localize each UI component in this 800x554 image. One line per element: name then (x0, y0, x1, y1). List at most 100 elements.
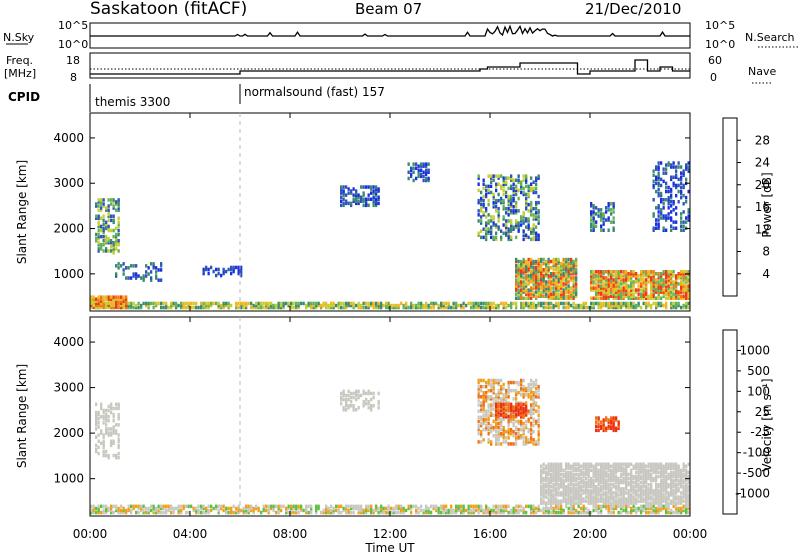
power-cell (620, 292, 623, 296)
power-cell (130, 303, 133, 308)
power-cell (502, 178, 505, 182)
velocity-cell (315, 508, 318, 513)
velocity-cell (512, 417, 515, 422)
power-cell (375, 197, 378, 201)
power-cell (605, 290, 608, 294)
velocity-cell (542, 468, 545, 473)
power-cell (520, 288, 523, 292)
power-cell (412, 178, 415, 183)
power-cell (612, 210, 615, 214)
power-cell (505, 231, 508, 235)
power-cell (377, 303, 380, 308)
velocity-cell (587, 493, 590, 497)
velocity-cell (160, 504, 163, 509)
velocity-cell (207, 510, 210, 515)
velocity-cell (662, 468, 665, 473)
velocity-cell (580, 506, 583, 511)
power-cell (340, 301, 343, 306)
power-cell (90, 297, 93, 301)
power-cell (372, 303, 375, 308)
power-cell (287, 303, 290, 308)
velocity-cell (582, 491, 585, 495)
power-cell (685, 303, 688, 308)
velocity-cell (512, 421, 515, 426)
velocity-cell (582, 499, 585, 503)
power-cell (537, 274, 540, 278)
power-cell (97, 295, 100, 299)
power-cell (312, 303, 315, 308)
power-cell (95, 297, 98, 301)
velocity-cell (537, 386, 540, 391)
power-cell (537, 265, 540, 270)
power-ytick-label: 3000 (53, 176, 84, 190)
velocity-cell (637, 499, 640, 503)
velocity-cell (125, 508, 128, 513)
velocity-cell (645, 485, 648, 489)
power-cell (607, 208, 610, 212)
velocity-cell (290, 508, 293, 513)
velocity-cell (517, 382, 520, 387)
velocity-cell (615, 487, 618, 491)
velocity-cell (572, 510, 575, 515)
velocity-cell (607, 510, 610, 515)
power-cell (590, 228, 593, 232)
velocity-cell (595, 476, 598, 481)
velocity-cell (670, 491, 673, 495)
velocity-cell (470, 508, 473, 513)
velocity-cell (607, 485, 610, 489)
velocity-cell (602, 476, 605, 481)
nave-tick-top: 60 (708, 54, 722, 67)
power-cell (502, 303, 505, 308)
power-cell (590, 305, 593, 310)
velocity-cell (325, 508, 328, 513)
power-cell (355, 303, 358, 308)
power-cell (527, 202, 530, 207)
velocity-cell (560, 508, 563, 513)
power-cell (242, 303, 245, 308)
velocity-cell (680, 474, 683, 479)
power-cell (590, 280, 593, 284)
power-cell (405, 303, 408, 308)
velocity-cell (525, 423, 528, 428)
velocity-cell (497, 391, 500, 395)
power-cell (650, 276, 653, 280)
power-cell (545, 263, 548, 268)
velocity-cell (605, 495, 608, 499)
power-cell (592, 226, 595, 230)
power-cell (482, 213, 485, 217)
velocity-cell (490, 508, 493, 513)
velocity-cell (650, 472, 653, 477)
velocity-cell (215, 506, 218, 511)
power-cell (667, 296, 670, 300)
velocity-cell (570, 499, 573, 503)
velocity-cell (635, 464, 638, 468)
velocity-cell (522, 406, 525, 411)
velocity-cell (182, 506, 185, 511)
velocity-cell (435, 508, 438, 513)
velocity-cell (625, 497, 628, 501)
power-cell (617, 303, 620, 308)
velocity-cell (575, 508, 578, 513)
power-cell (677, 303, 680, 308)
velocity-cell (497, 402, 500, 407)
velocity-cell (347, 508, 350, 513)
velocity-cell (662, 489, 665, 493)
velocity-cell (642, 466, 645, 471)
velocity-cell (97, 425, 100, 429)
velocity-cell (507, 408, 510, 413)
power-cell (662, 226, 665, 230)
velocity-cell (555, 499, 558, 503)
power-cell (660, 296, 663, 300)
power-cell (420, 301, 423, 306)
power-cell (202, 303, 205, 308)
velocity-cell (680, 506, 683, 511)
velocity-cell (532, 411, 535, 415)
power-cell (547, 292, 550, 296)
power-cell (525, 278, 528, 282)
power-cell (552, 261, 555, 266)
power-cell (492, 205, 495, 209)
power-cell (507, 207, 510, 211)
power-cell (665, 218, 668, 222)
velocity-cell (537, 504, 540, 509)
